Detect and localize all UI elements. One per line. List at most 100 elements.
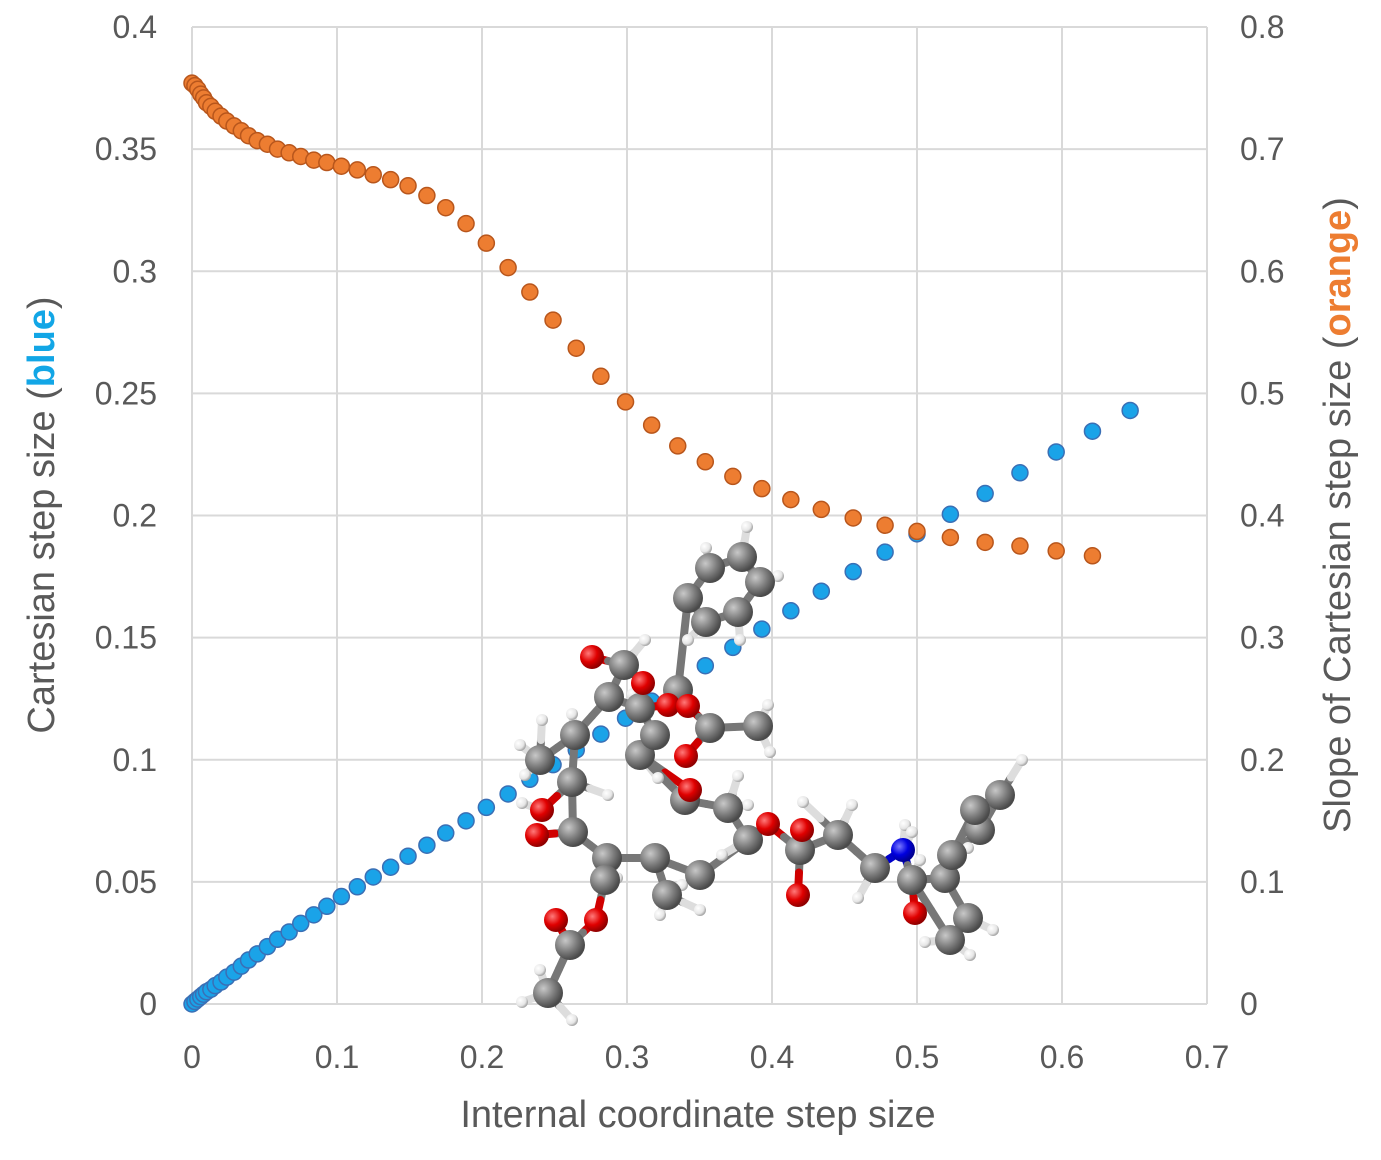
molecule-atom xyxy=(914,854,926,866)
blue-data-point xyxy=(782,602,800,620)
molecule-atom xyxy=(727,542,757,572)
left-y-axis-title: Cartesian step size (blue) xyxy=(21,296,63,733)
molecule-atom xyxy=(533,978,563,1008)
molecule-atom xyxy=(743,711,773,741)
molecule-atom xyxy=(652,772,664,784)
orange-data-point xyxy=(753,479,771,498)
molecule-atom xyxy=(676,694,700,718)
molecule-atom xyxy=(516,797,528,809)
molecule-atom xyxy=(891,838,915,862)
orange-data-point xyxy=(437,198,455,217)
orange-data-point xyxy=(399,177,417,195)
molecule-atom xyxy=(602,789,614,801)
left-y-axis-tick-labels: 0 0.05 0.1 0.15 0.2 0.25 0.3 0.35 0.4 xyxy=(95,9,157,1022)
right-y-axis-title-highlight: orange xyxy=(1317,210,1359,337)
orange-data-point xyxy=(332,157,351,175)
molecule-atom xyxy=(673,583,703,613)
x-tick-label: 0 xyxy=(183,1039,201,1075)
molecule-atom xyxy=(797,796,809,808)
molecule-atom xyxy=(762,699,774,711)
molecule-atom xyxy=(860,853,890,883)
molecule-atom xyxy=(741,521,753,533)
molecule-atom xyxy=(530,798,554,822)
blue-data-point xyxy=(348,878,367,896)
molecule-atom xyxy=(685,860,715,890)
left-y-tick-label: 0.35 xyxy=(95,131,157,167)
orange-data-point xyxy=(876,516,894,535)
molecule-atom xyxy=(536,714,548,726)
molecule-atom xyxy=(745,567,775,597)
molecule-atom xyxy=(785,835,815,865)
x-axis-tick-labels: 0 0.1 0.2 0.3 0.4 0.5 0.6 0.7 xyxy=(183,1039,1229,1075)
blue-data-point xyxy=(1047,443,1065,461)
molecule-atom xyxy=(960,795,990,825)
molecule-atom xyxy=(897,865,927,895)
molecule-atom xyxy=(631,671,655,695)
orange-data-point xyxy=(418,186,436,205)
molecule-atom xyxy=(695,713,725,743)
orange-data-point xyxy=(941,528,960,547)
orange-data-point xyxy=(908,522,926,541)
left-y-axis-title-highlight: blue xyxy=(21,309,63,387)
orange-data-point xyxy=(499,258,517,277)
molecule-atom xyxy=(953,903,983,933)
blue-data-point xyxy=(437,824,455,842)
orange-data-point xyxy=(348,161,367,179)
molecule-atom xyxy=(534,964,546,976)
x-tick-label: 0.4 xyxy=(750,1039,794,1075)
molecule-atom xyxy=(903,901,927,925)
molecule-atom xyxy=(566,708,578,720)
blue-data-point xyxy=(876,543,894,561)
molecule-atom xyxy=(654,909,666,921)
blue-data-point xyxy=(418,836,436,854)
blue-data-point xyxy=(280,923,298,941)
right-y-tick-label: 0.4 xyxy=(1240,498,1284,534)
molecule-atom xyxy=(555,930,585,960)
orange-data-point xyxy=(521,283,539,301)
blue-data-point xyxy=(1121,401,1139,420)
molecule-atom xyxy=(937,840,967,870)
molecule-atom xyxy=(987,924,999,936)
molecule-atom xyxy=(566,1014,578,1026)
x-axis-title: Internal coordinate step size xyxy=(460,1094,935,1136)
left-y-tick-label: 0.15 xyxy=(95,620,157,656)
molecule-atom xyxy=(786,883,810,907)
blue-data-point xyxy=(292,914,310,933)
orange-data-point xyxy=(1083,547,1102,565)
molecule-atom xyxy=(557,767,587,797)
orange-data-point xyxy=(318,153,336,172)
molecule-atom xyxy=(590,865,620,895)
blue-data-point xyxy=(696,656,715,675)
molecule-atom xyxy=(544,908,568,932)
orange-data-point xyxy=(782,490,800,509)
molecule-atom xyxy=(823,820,853,850)
x-tick-label: 0.1 xyxy=(315,1039,359,1075)
right-y-axis-tick-labels: 0 0.1 0.2 0.3 0.4 0.5 0.6 0.7 0.8 xyxy=(1240,9,1284,1022)
left-y-tick-label: 0.1 xyxy=(113,742,157,778)
molecule-atom xyxy=(694,904,706,916)
orange-data-point xyxy=(616,393,635,411)
blue-data-point xyxy=(457,812,475,830)
molecule-atom xyxy=(682,634,694,646)
orange-data-point xyxy=(642,416,661,434)
blue-data-point xyxy=(477,798,496,817)
molecule-atom xyxy=(514,739,526,751)
molecule-atom xyxy=(756,812,780,836)
right-y-tick-label: 0.7 xyxy=(1240,131,1284,167)
molecule-atom xyxy=(584,908,608,932)
molecule-atom xyxy=(516,996,528,1008)
orange-data-point xyxy=(1011,537,1029,555)
right-y-tick-label: 0 xyxy=(1240,986,1258,1022)
molecule-atom xyxy=(1016,754,1028,766)
gridlines xyxy=(191,26,1208,1005)
molecule-atom xyxy=(691,607,721,637)
molecule-atom xyxy=(732,770,744,782)
blue-data-point xyxy=(305,906,323,924)
blue-data-point xyxy=(844,562,862,581)
left-y-tick-label: 0.05 xyxy=(95,864,157,900)
orange-data-point xyxy=(669,437,687,455)
right-y-axis-title: Slope of Cartesian step size (orange) xyxy=(1317,197,1359,833)
molecule-atom xyxy=(734,634,746,646)
orange-data-point xyxy=(544,311,562,329)
